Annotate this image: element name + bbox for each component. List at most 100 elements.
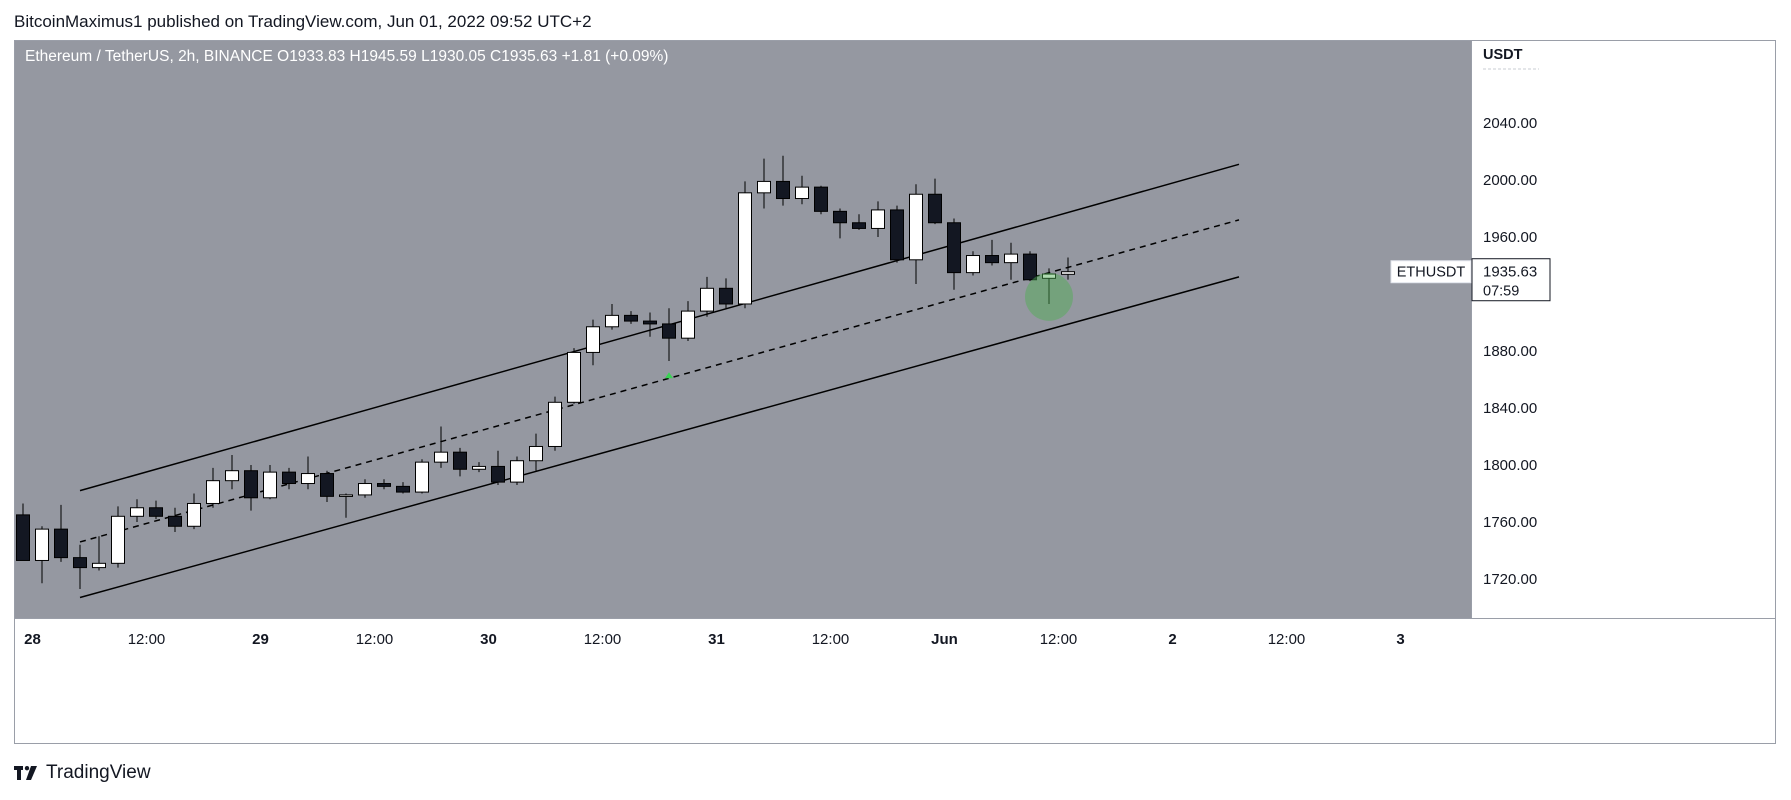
time-tick-label: 12:00 (1040, 631, 1078, 648)
candle-body (605, 314, 619, 328)
channel-upper-line (79, 163, 1240, 492)
candle-body (206, 480, 220, 504)
candle (472, 462, 486, 473)
candle (529, 433, 543, 471)
candle-body (776, 180, 790, 200)
plot-area (15, 41, 1471, 618)
close-label: C (490, 48, 501, 65)
candle-body (282, 471, 296, 485)
tradingview-logo-icon (14, 766, 37, 780)
candle-body (453, 451, 467, 470)
candle (73, 544, 87, 589)
time-tick-label: 28 (24, 631, 41, 648)
candle-body (643, 320, 657, 325)
symbol-label-text: ETHUSDT (1397, 265, 1466, 281)
time-axis-panel (15, 618, 1775, 743)
candle (415, 459, 429, 494)
candle-body (681, 310, 695, 339)
candle (282, 467, 296, 490)
candle-body (92, 562, 106, 569)
price-tick-label: 1720.00 (1483, 571, 1537, 588)
last-price-label: 1935.63 07:59 (1471, 258, 1551, 302)
candle (35, 526, 49, 584)
candle-body (947, 222, 961, 274)
candle (890, 205, 904, 263)
candle (643, 312, 657, 337)
candle-body (225, 470, 239, 482)
candlestick-chart[interactable]: Ethereum / TetherUS, 2h, BINANCE O1933.8… (15, 41, 1775, 743)
close-value: 1935.63 (501, 48, 561, 65)
candle-body (339, 494, 353, 497)
candle (1061, 257, 1075, 280)
candle-body (111, 515, 125, 564)
change-value: +1.81 (+0.09%) (562, 48, 669, 65)
candle (149, 500, 163, 520)
candle-body (757, 180, 771, 194)
candle (377, 479, 391, 490)
candle-body (852, 222, 866, 229)
candle-body (434, 451, 448, 463)
candle (909, 184, 923, 285)
candle (548, 396, 562, 451)
candle-body (35, 528, 49, 561)
candle-body (529, 445, 543, 462)
candle-body (567, 351, 581, 403)
candle (605, 303, 619, 330)
candle (244, 465, 258, 511)
candle (320, 470, 334, 503)
candle-body (890, 209, 904, 261)
candle (871, 201, 885, 237)
candle (928, 178, 942, 225)
candle (453, 447, 467, 477)
green-arrow-marker (665, 372, 673, 379)
candle-body (928, 193, 942, 224)
candle-body (377, 483, 391, 487)
candle-body (472, 465, 486, 470)
candle (966, 251, 980, 276)
candle-body (700, 287, 714, 312)
candle-body (662, 323, 676, 339)
candle (852, 214, 866, 230)
candle-body (871, 209, 885, 229)
candle-body (491, 465, 505, 483)
low-label: L (421, 48, 430, 65)
time-tick-label: 29 (252, 631, 269, 648)
time-tick-label: 12:00 (1268, 631, 1306, 648)
bounce-highlight-circle (1025, 272, 1073, 321)
candle (814, 185, 828, 215)
candle-body (396, 485, 410, 493)
candle-body (415, 461, 429, 493)
price-tick-label: 2000.00 (1483, 172, 1537, 189)
low-value: 1930.05 (430, 48, 490, 65)
last-price-value: 1935.63 (1483, 264, 1537, 281)
candle-body (130, 507, 144, 517)
candle (586, 319, 600, 366)
tradingview-branding[interactable]: TradingView (14, 762, 151, 784)
ohlc-legend: Ethereum / TetherUS, 2h, BINANCE O1933.8… (25, 48, 668, 65)
candle-body (168, 515, 182, 527)
time-tick-label: Jun (931, 631, 958, 648)
high-label: H (350, 48, 361, 65)
candle-body (263, 471, 277, 499)
candle (700, 276, 714, 317)
price-tick-label: 1840.00 (1483, 400, 1537, 417)
candle (719, 278, 733, 309)
candle-body (187, 502, 201, 527)
candle (16, 503, 30, 561)
candle (624, 311, 638, 324)
high-value: 1945.59 (361, 48, 421, 65)
candle-body (244, 470, 258, 499)
candle (738, 181, 752, 309)
candle-body (149, 507, 163, 517)
candle-body (795, 186, 809, 200)
price-tick-label: 1800.00 (1483, 457, 1537, 474)
candle (263, 465, 277, 500)
candle-body (54, 528, 68, 559)
candle (225, 455, 239, 490)
time-tick-label: 2 (1168, 631, 1176, 648)
price-tick-label: 1960.00 (1483, 229, 1537, 246)
candle (1042, 268, 1056, 304)
candle-body (833, 210, 847, 224)
chart-panel[interactable]: Ethereum / TetherUS, 2h, BINANCE O1933.8… (14, 40, 1776, 744)
candle (491, 450, 505, 485)
